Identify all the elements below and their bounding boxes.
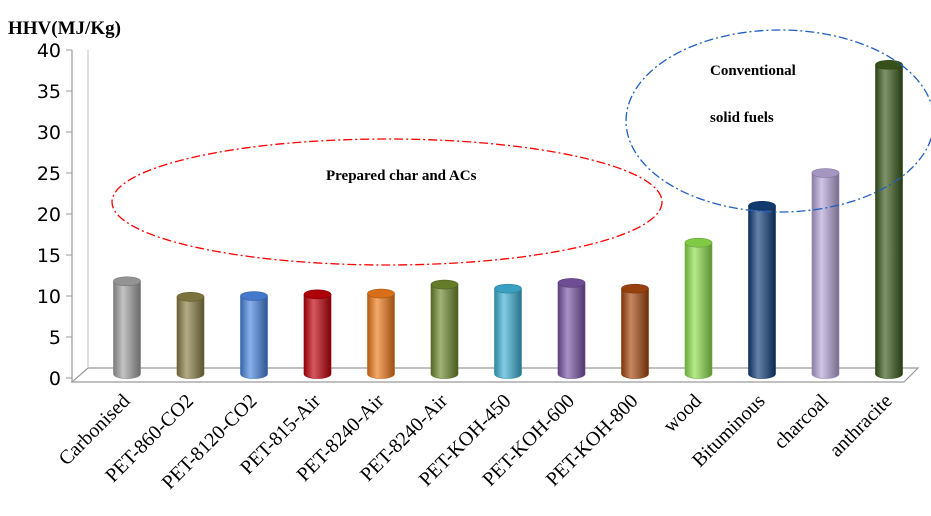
x-axis-tick-labels: CarbonisedPET-860-CO2PET-8120-CO2PET-815… [55, 390, 897, 494]
x-tick-label: wood [659, 390, 706, 437]
x-tick-label: charcoal [770, 390, 834, 454]
bar-wood-9 [684, 237, 713, 379]
bar-pet-860-co2-1 [176, 292, 205, 379]
prepared-char-ellipse [111, 138, 663, 266]
bar-bituminous-10 [748, 201, 776, 379]
bar-pet-koh-600-7 [557, 278, 586, 379]
x-tick-label: anthracite [825, 390, 896, 461]
y-tick-label: 20 [37, 204, 61, 226]
bar-anthracite-12 [875, 59, 903, 379]
bar-pet-8240-air-5 [430, 279, 459, 379]
prepared-char-label: Prepared char and ACs [326, 168, 477, 184]
bar-pet-815-air-3 [303, 289, 332, 379]
solid-fuels-label: solid fuels [710, 110, 774, 126]
bars [113, 59, 903, 379]
bar-pet-koh-800-8 [621, 283, 649, 379]
bar-pet-koh-450-6 [494, 283, 522, 379]
bar-pet-8240-air-4 [367, 288, 395, 379]
y-tick-label: 0 [49, 368, 61, 390]
bar-pet-8120-co2-2 [240, 291, 268, 379]
y-tick-label: 5 [49, 327, 61, 349]
y-tick-label: 40 [37, 40, 61, 62]
y-axis: 0 5 10 15 20 25 30 35 40 [37, 40, 73, 390]
y-tick-label: 25 [37, 163, 61, 185]
y-tick-label: 30 [37, 122, 61, 144]
annotations: Prepared char and ACs Conventional solid… [111, 29, 931, 266]
bar-carbonised-0 [113, 276, 141, 379]
y-tick-label: 35 [37, 81, 61, 103]
conventional-fuels-ellipse [625, 29, 931, 213]
bar-charcoal-11 [811, 168, 840, 379]
conventional-label: Conventional [710, 63, 796, 79]
y-tick-label: 15 [37, 245, 61, 267]
y-tick-label: 10 [37, 286, 61, 308]
y-axis-label: HHV(MJ/Kg) [8, 18, 121, 39]
